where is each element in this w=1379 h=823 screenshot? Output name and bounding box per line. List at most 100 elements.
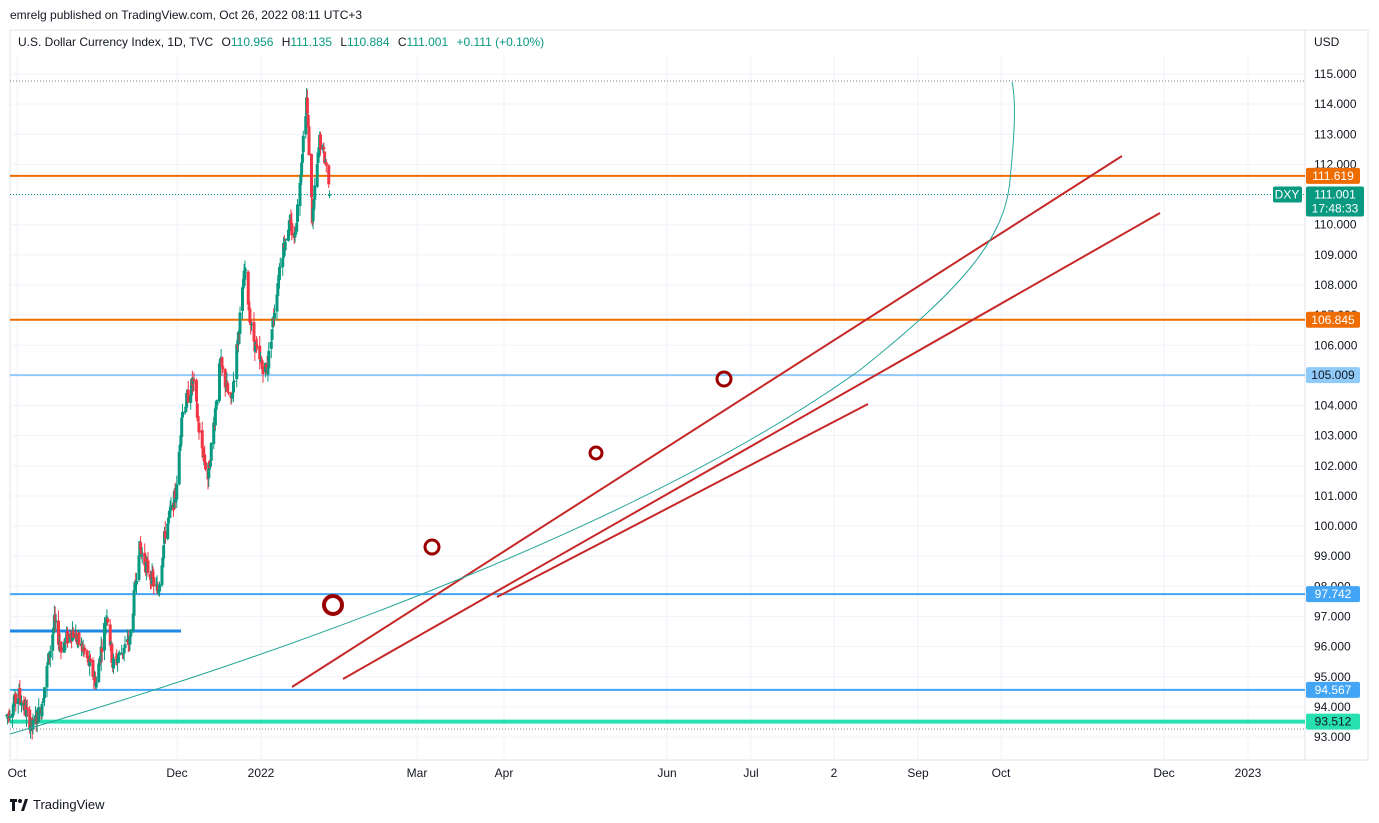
candle-body <box>54 620 58 622</box>
candle-body <box>300 162 304 176</box>
x-tick-label: Sep <box>907 766 929 780</box>
candle-body <box>259 359 263 362</box>
x-tick-label: Dec <box>1153 766 1174 780</box>
candle-body <box>295 223 299 232</box>
candle-body <box>300 154 304 163</box>
candle-body <box>56 620 60 645</box>
touch-point-circle <box>423 538 441 556</box>
parabolic-curve <box>9 81 1015 735</box>
candle-body <box>309 153 313 198</box>
candle-body <box>192 379 196 382</box>
candle-body <box>43 687 47 699</box>
candle-body <box>213 408 217 426</box>
candle-body <box>41 702 45 704</box>
candle-body <box>293 232 297 238</box>
candle-body <box>156 585 160 594</box>
candle-body <box>324 162 328 166</box>
candle-body <box>145 559 149 562</box>
candle-body <box>24 709 28 717</box>
candle-body <box>116 656 120 661</box>
candle-body <box>263 363 267 373</box>
candle-body <box>109 641 113 646</box>
candle-body <box>139 542 143 551</box>
candle-body <box>328 194 332 196</box>
y-tick-label: 110.000 <box>1314 218 1357 232</box>
price-level-tag <box>1306 681 1360 698</box>
y-tick-label: 95.000 <box>1314 670 1351 684</box>
candle-body <box>158 584 162 592</box>
price-tags: 111.619 106.845 105.009 97.742 94.567 93.512 D… <box>1273 167 1364 730</box>
touch-point-circle <box>322 594 344 616</box>
candle-body <box>71 631 75 638</box>
candle-body <box>180 417 184 438</box>
x-tick-label: 2023 <box>1235 766 1262 780</box>
candle-body <box>242 270 246 286</box>
candle-body <box>20 702 24 706</box>
y-tick-label: 100.000 <box>1314 519 1358 533</box>
candle-body <box>313 185 317 200</box>
y-tick-label: 114.000 <box>1314 97 1357 111</box>
candle-body <box>194 380 198 402</box>
candle-body <box>137 555 141 581</box>
candle-body <box>92 678 96 680</box>
candle-body <box>47 653 51 665</box>
candle-body <box>121 652 125 654</box>
price-level-tag <box>1306 586 1360 603</box>
x-tick-label: Apr <box>495 766 514 780</box>
candle-body <box>203 454 207 463</box>
symbol-tag <box>1273 186 1302 203</box>
candle-body <box>89 658 93 662</box>
candle-body <box>62 641 66 653</box>
y-tick-label: 99.000 <box>1314 549 1351 563</box>
candle-body <box>185 392 189 408</box>
x-tick-label: Dec <box>166 766 187 780</box>
candle-body <box>319 134 323 150</box>
candle-body <box>157 589 161 595</box>
candle-body <box>214 405 218 410</box>
candle-body <box>197 422 201 433</box>
candle-body <box>305 97 309 114</box>
y-tick-label: 115.000 <box>1314 67 1357 81</box>
candle-body <box>196 416 200 421</box>
price-level-tag-label: 93.512 <box>1315 715 1352 729</box>
candle-body <box>151 571 155 578</box>
candle-body <box>252 322 256 342</box>
candle-body <box>104 618 108 625</box>
candle-body <box>58 642 62 645</box>
candle-body <box>190 379 194 396</box>
candle-body <box>114 656 118 658</box>
candle-body <box>97 663 101 683</box>
candle-body <box>226 382 230 392</box>
price-level-tag-label: 94.567 <box>1315 683 1352 697</box>
candle-body <box>195 403 199 418</box>
candle-body <box>240 287 244 311</box>
candle-body <box>66 630 70 644</box>
candle-body <box>209 443 213 461</box>
candle-body <box>144 561 148 573</box>
high-label: H <box>281 35 291 49</box>
change-value: +0.111 (+0.10%) <box>456 35 545 49</box>
candle-body <box>129 629 133 637</box>
close-value: 111.001 <box>406 35 449 49</box>
candle-body <box>53 614 57 623</box>
touch-point-circle <box>715 370 733 388</box>
candle-body <box>224 388 228 390</box>
candle-body <box>269 342 273 349</box>
candle-body <box>116 658 120 663</box>
candle-body <box>110 643 114 663</box>
price-level-tag <box>1306 713 1360 730</box>
price-level-tag-label: 111.619 <box>1312 169 1354 183</box>
candle-body <box>93 676 97 687</box>
candle-body <box>289 219 293 224</box>
candle-body <box>298 182 302 207</box>
candle-body <box>275 294 279 312</box>
candle-body <box>235 344 239 380</box>
grid <box>10 55 1305 760</box>
candle-body <box>186 389 190 403</box>
candle-body <box>277 267 281 280</box>
candle-body <box>304 116 308 135</box>
candle-body <box>312 200 316 207</box>
candle-body <box>91 659 95 677</box>
candle-body <box>105 616 109 618</box>
